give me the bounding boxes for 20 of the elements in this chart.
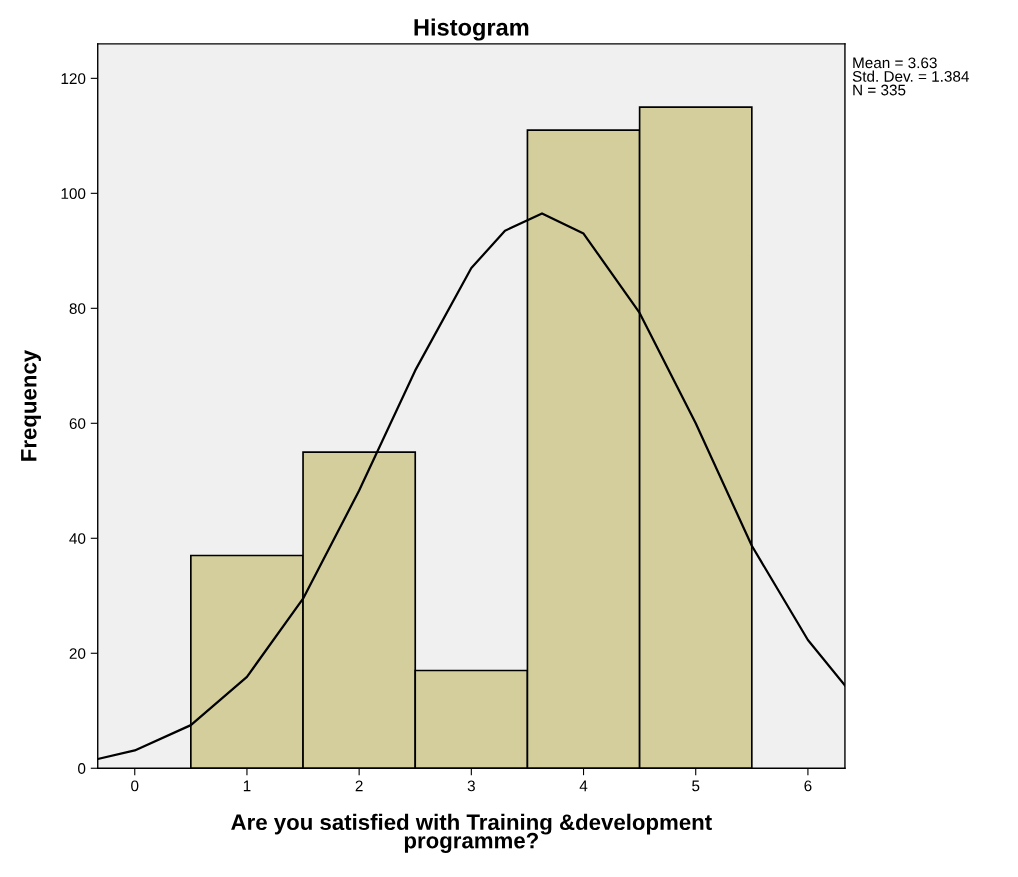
x-tick-label: 5: [692, 780, 700, 792]
y-tick-label: 120: [61, 73, 86, 85]
chart-title: Histogram: [414, 18, 529, 41]
y-tick-label: 100: [61, 188, 86, 200]
y-axis-title: Frequency: [21, 349, 41, 461]
x-axis-title: Are you satisfied with Training &development programme?: [231, 813, 712, 853]
x-tick-label: 1: [243, 780, 251, 792]
x-tick-label: 3: [467, 780, 475, 792]
x-tick-label: 2: [355, 780, 363, 792]
y-tick-label: 20: [69, 648, 86, 659]
x-tick-label: 6: [804, 780, 812, 792]
text: Mean = 3.63: [853, 57, 937, 69]
text: Std. Dev. = 1.384: [852, 70, 969, 82]
y-tick-label: 0: [78, 763, 86, 774]
text: N = 335: [853, 84, 906, 96]
y-tick-label: 60: [69, 418, 86, 429]
x-tick-label: 4: [579, 780, 588, 792]
y-tick-label: 40: [69, 533, 86, 544]
x-tick-label: 0: [131, 780, 139, 792]
y-tick-label: 80: [69, 303, 86, 314]
